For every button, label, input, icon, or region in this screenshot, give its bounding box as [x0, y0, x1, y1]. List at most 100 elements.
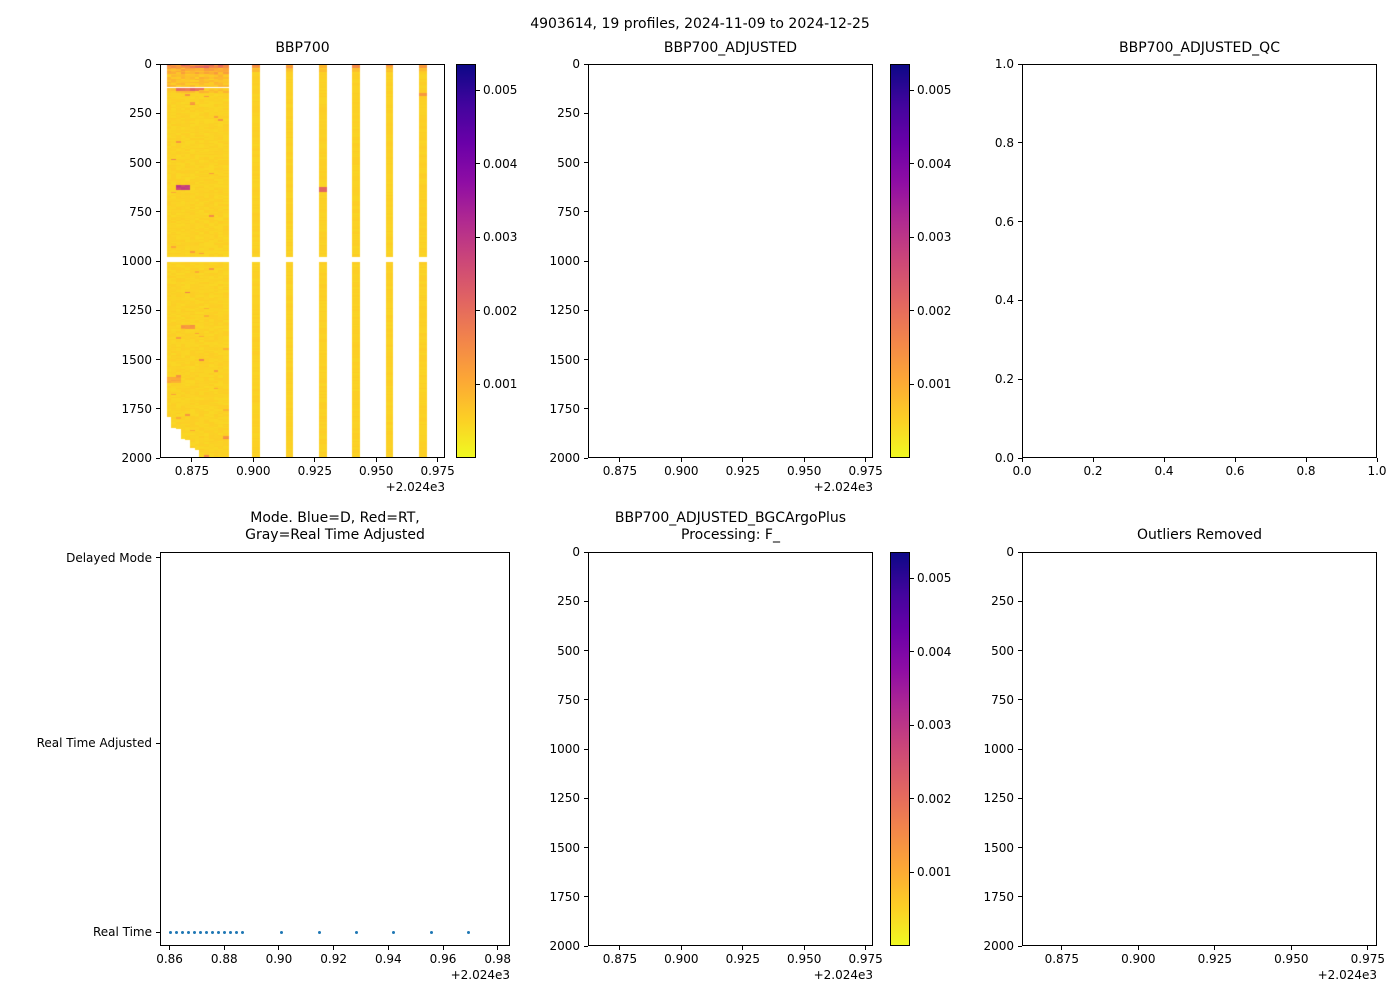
axes-bbp700-adjusted: [588, 64, 873, 458]
x-tick-label: 0.98: [484, 952, 512, 966]
x-axis-offset-label: +2.024e3: [385, 480, 445, 494]
x-axis-offset-label: +2.024e3: [1317, 968, 1377, 982]
y-tick-label: 1250: [121, 303, 152, 318]
y-tick-mark: [1018, 551, 1022, 553]
subplot-title-bgcargoplus-line2: Processing: F_: [681, 527, 780, 543]
mode-point: [392, 930, 396, 934]
mode-point: [223, 930, 227, 934]
y-tick-mark: [584, 309, 588, 311]
mode-point: [175, 930, 179, 934]
x-tick-mark: [865, 458, 867, 462]
y-tick-label: 250: [557, 594, 580, 609]
colorbar-tick-mark: [476, 236, 480, 238]
x-tick-mark: [1214, 946, 1216, 950]
x-tick-mark: [619, 946, 621, 950]
x-tick-mark: [1163, 458, 1165, 462]
y-tick-label: 0.4: [994, 293, 1014, 308]
y-tick-label: 1.0: [994, 57, 1014, 71]
axes-bbp700: [160, 64, 445, 458]
colorbar-tick-mark: [910, 89, 914, 91]
x-tick-label: 0.90: [265, 952, 293, 966]
x-tick-label: 0.4: [1154, 464, 1174, 478]
y-tick-mark: [1018, 945, 1022, 947]
y-tick-label: 1250: [549, 303, 580, 318]
y-category-label: Delayed Mode: [66, 550, 152, 565]
y-tick-mark: [1018, 299, 1022, 301]
x-tick-mark: [1367, 946, 1369, 950]
colorbar-tick-mark: [476, 310, 480, 312]
subplot-title-bbp700-adjusted-qc: BBP700_ADJUSTED_QC: [1119, 40, 1280, 56]
y-tick-mark: [1018, 600, 1022, 602]
x-tick-label: 0.0: [1012, 464, 1032, 478]
colorbar-tick-mark: [910, 383, 914, 385]
y-tick-mark: [584, 63, 588, 65]
x-tick-label: 0.950: [359, 464, 394, 478]
y-tick-mark: [1018, 896, 1022, 898]
x-tick-label: 1.0: [1367, 464, 1387, 478]
x-tick-mark: [375, 458, 377, 462]
mode-point: [235, 930, 239, 934]
colorbar-tick-label: 0.005: [917, 571, 952, 586]
y-tick-label: 0.2: [994, 372, 1014, 387]
subplot-title-bgcargoplus: BBP700_ADJUSTED_BGCArgoPlus Processing: …: [588, 510, 873, 544]
x-tick-mark: [314, 458, 316, 462]
axes-bbp700-adjusted-qc: [1022, 64, 1377, 458]
x-tick-label: 0.975: [848, 952, 883, 966]
axes-outliers-removed: [1022, 552, 1377, 946]
y-tick-mark: [584, 408, 588, 410]
y-tick-label: 500: [557, 643, 580, 658]
subplot-title-mode: Mode. Blue=D, Red=RT, Gray=Real Time Adj…: [160, 510, 510, 544]
x-axis-offset-label: +2.024e3: [813, 480, 873, 494]
y-tick-label: 500: [557, 155, 580, 170]
x-tick-label: 0.875: [174, 464, 210, 478]
x-tick-label: 0.950: [787, 952, 822, 966]
mode-point: [466, 930, 470, 934]
y-tick-label: 0: [572, 57, 580, 71]
y-tick-label: 500: [991, 643, 1014, 658]
y-tick-mark: [156, 112, 160, 114]
y-tick-label: 250: [557, 106, 580, 121]
subplot-title-bbp700-adjusted: BBP700_ADJUSTED: [663, 40, 798, 56]
mode-point: [169, 930, 173, 934]
y-tick-label: 1000: [549, 254, 580, 268]
colorbar-tick-mark: [910, 651, 914, 653]
x-tick-mark: [680, 946, 682, 950]
subplot-title-outliers-removed: Outliers Removed: [1137, 527, 1262, 543]
y-tick-mark: [584, 359, 588, 360]
y-tick-mark: [584, 650, 588, 651]
y-tick-mark: [156, 408, 160, 410]
x-tick-label: 0.88: [210, 952, 238, 966]
y-tick-mark: [1018, 797, 1022, 799]
mode-point: [429, 930, 433, 934]
mode-point: [241, 930, 245, 934]
y-tick-mark: [584, 945, 588, 947]
x-tick-mark: [680, 458, 682, 462]
x-tick-mark: [1290, 946, 1292, 950]
x-tick-mark: [1137, 946, 1139, 950]
mode-point: [181, 930, 185, 934]
x-tick-mark: [1376, 458, 1378, 462]
colorbar-tick-label: 0.004: [483, 156, 518, 171]
y-tick-label: 1750: [983, 889, 1014, 904]
y-tick-label: 0: [1006, 545, 1014, 559]
y-tick-label: 1500: [549, 840, 580, 855]
y-tick-mark: [584, 896, 588, 898]
x-tick-mark: [169, 946, 171, 950]
colorbar-tick-label: 0.001: [917, 377, 952, 392]
colorbar-tick-mark: [476, 383, 480, 385]
y-tick-mark: [584, 162, 588, 163]
y-tick-label: 0.6: [994, 214, 1014, 229]
x-tick-mark: [1234, 458, 1236, 462]
x-tick-mark: [742, 946, 744, 950]
axes-bbp700-adjusted-bgcargoplus: [588, 552, 873, 946]
mode-point: [199, 930, 203, 934]
y-tick-mark: [1018, 650, 1022, 651]
figure-suptitle: 4903614, 19 profiles, 2024-11-09 to 2024…: [530, 16, 870, 32]
x-tick-mark: [333, 946, 335, 950]
y-tick-mark: [1018, 699, 1022, 701]
x-axis-offset-label: +2.024e3: [813, 968, 873, 982]
subplot-title-bbp700: BBP700: [275, 40, 330, 56]
x-tick-label: 0.86: [156, 952, 183, 966]
x-tick-mark: [278, 946, 280, 950]
y-tick-mark: [584, 748, 588, 750]
